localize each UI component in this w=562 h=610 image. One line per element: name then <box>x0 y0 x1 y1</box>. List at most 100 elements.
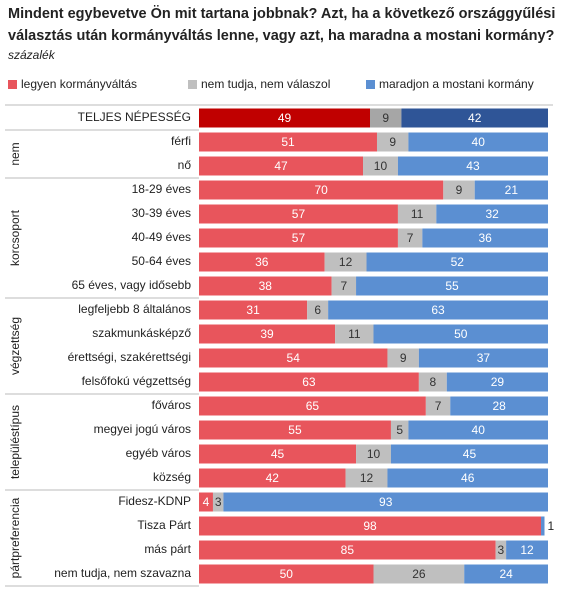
bar-segment <box>401 108 548 128</box>
value-label: 40 <box>472 423 486 437</box>
legend-swatch <box>366 80 375 89</box>
chart-title: Mindent egybevetve Ön mit tartana jobbna… <box>8 5 555 22</box>
bar-segment <box>199 324 336 344</box>
value-label: 7 <box>435 399 442 413</box>
bar-segment <box>335 324 374 344</box>
category-label: más párt <box>144 542 191 556</box>
bar-segment <box>373 564 465 584</box>
value-label: 29 <box>491 375 505 389</box>
group-label: végzettség <box>8 317 22 375</box>
value-label: 98 <box>363 519 377 533</box>
category-label: egyéb város <box>126 446 191 460</box>
value-label: 36 <box>479 231 493 245</box>
legend-label: nem tudja, nem válaszol <box>201 77 330 91</box>
bar-segment <box>199 468 346 488</box>
bar-segment <box>199 372 419 392</box>
value-label: 26 <box>412 567 426 581</box>
value-label: 9 <box>382 111 389 125</box>
value-label: 63 <box>302 375 316 389</box>
category-label: nem tudja, nem szavazna <box>54 566 191 580</box>
group-label: korcsoport <box>8 209 22 266</box>
value-label: 32 <box>485 207 499 221</box>
bar-segment <box>397 228 423 248</box>
bar-segment <box>425 396 451 416</box>
value-label: 24 <box>499 567 513 581</box>
value-label: 54 <box>287 351 301 365</box>
category-label: megyei jogú város <box>94 422 191 436</box>
value-label: 43 <box>466 159 480 173</box>
value-label: 12 <box>520 543 534 557</box>
bar-segment <box>356 444 391 464</box>
bar-segment <box>199 276 332 296</box>
value-label: 40 <box>472 135 486 149</box>
category-label: férfi <box>171 134 191 148</box>
category-label: legfeljebb 8 általános <box>78 302 191 316</box>
value-label: 21 <box>505 183 519 197</box>
value-label: 42 <box>266 471 280 485</box>
bar-segment <box>376 132 409 152</box>
legend-label: legyen kormányváltás <box>21 77 137 91</box>
category-label: 18-29 éves <box>132 182 191 196</box>
bar-segment <box>474 180 548 200</box>
value-label: 31 <box>246 303 260 317</box>
value-label: 50 <box>280 567 294 581</box>
category-label: nő <box>178 158 192 172</box>
bar-segment <box>408 132 548 152</box>
value-label: 46 <box>461 471 475 485</box>
bar-segment <box>422 228 548 248</box>
value-label: 1 <box>548 519 555 533</box>
category-label: TELJES NÉPESSÉG <box>78 109 191 124</box>
bar-segment <box>199 564 374 584</box>
value-label: 45 <box>463 447 477 461</box>
bar-segment <box>436 204 548 224</box>
value-label: 11 <box>411 207 424 221</box>
category-label: felsőfokú végzettség <box>82 374 191 388</box>
bar-segment <box>387 348 419 368</box>
value-label: 52 <box>451 255 465 269</box>
value-label: 10 <box>367 447 381 461</box>
legend-swatch <box>188 80 197 89</box>
value-label: 10 <box>374 159 388 173</box>
bar-segment <box>408 420 548 440</box>
bar-segment <box>307 300 329 320</box>
value-label: 12 <box>339 255 353 269</box>
value-label: 93 <box>379 495 393 509</box>
value-label: 39 <box>260 327 274 341</box>
value-label: 57 <box>292 231 306 245</box>
value-label: 36 <box>255 255 269 269</box>
category-label: főváros <box>152 398 191 412</box>
group-label: pártpreferencia <box>8 497 22 578</box>
value-label: 4 <box>203 495 210 509</box>
bar-segment <box>390 420 409 440</box>
value-label: 49 <box>278 111 292 125</box>
bar-segment <box>495 540 507 560</box>
value-label: 7 <box>340 279 347 293</box>
bar-segment <box>199 108 371 128</box>
bar-segment <box>199 132 377 152</box>
category-label: 40-49 éves <box>132 230 191 244</box>
category-label: Tisza Párt <box>137 518 191 532</box>
bar-segment <box>199 396 426 416</box>
value-label: 9 <box>400 351 407 365</box>
value-label: 70 <box>314 183 328 197</box>
value-label: 50 <box>454 327 468 341</box>
bar-segment <box>366 252 548 272</box>
bar-segment <box>397 204 437 224</box>
value-label: 55 <box>445 279 459 293</box>
value-label: 55 <box>288 423 302 437</box>
bar-segment <box>199 420 391 440</box>
bar-segment <box>199 252 325 272</box>
bar-segment <box>199 492 213 512</box>
bar-segment <box>212 492 224 512</box>
bar-segment <box>506 540 548 560</box>
category-label: 50-64 éves <box>132 254 191 268</box>
bar-segment <box>199 156 364 176</box>
value-label: 8 <box>429 375 436 389</box>
value-label: 42 <box>468 111 482 125</box>
bar-segment <box>356 276 548 296</box>
bar-segment <box>363 156 398 176</box>
bar-segment <box>443 180 475 200</box>
value-label: 63 <box>431 303 445 317</box>
bar-segment <box>199 516 542 536</box>
